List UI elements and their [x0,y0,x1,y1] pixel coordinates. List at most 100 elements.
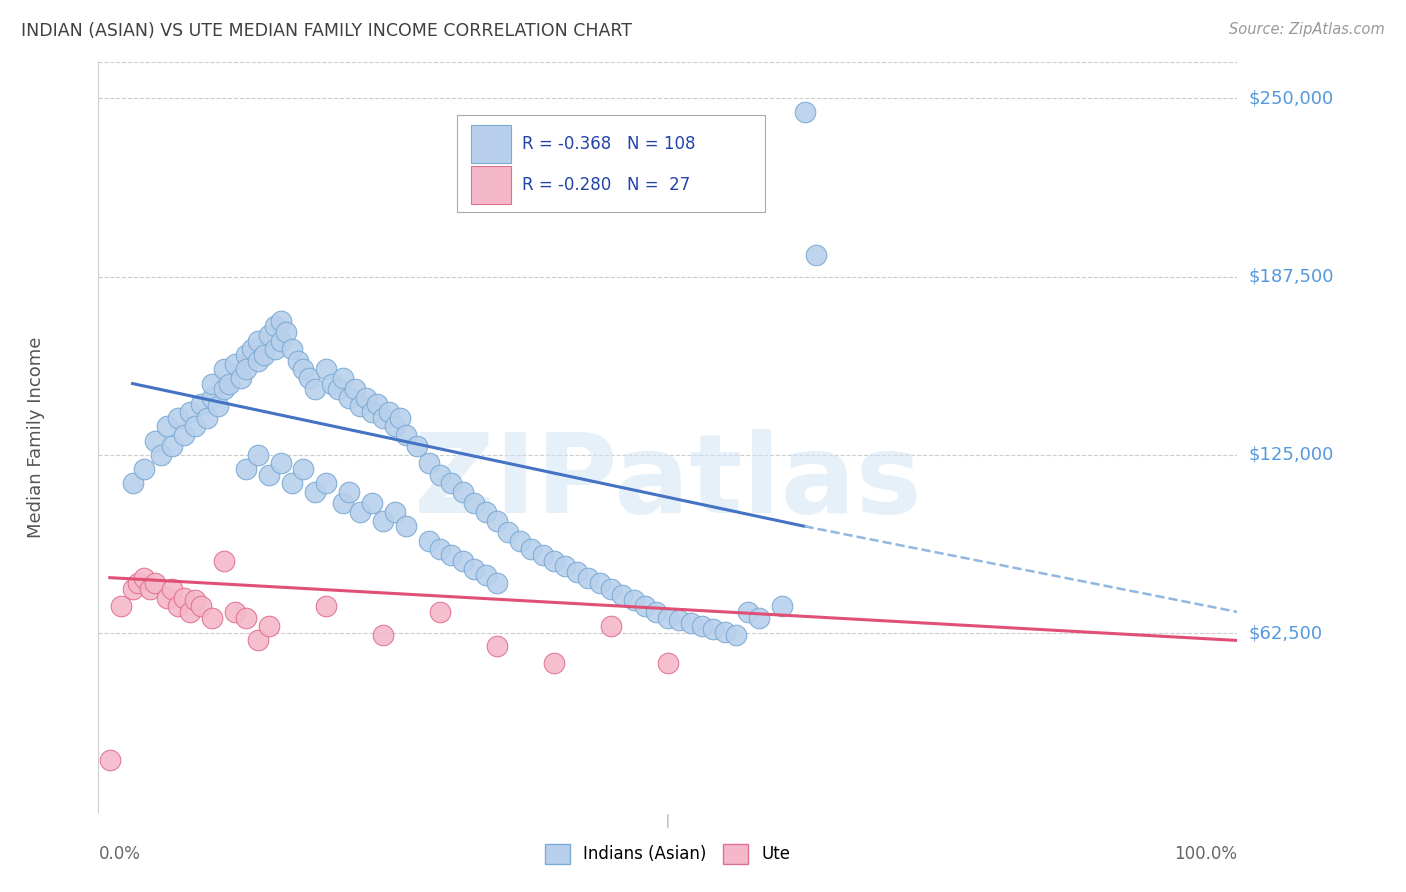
Point [384,505,406,519]
Point [366,396,388,410]
Point [235,462,257,476]
FancyBboxPatch shape [471,126,510,163]
Point [349,400,371,414]
Point [804,248,827,262]
Point [429,605,451,619]
Text: Median Family Income: Median Family Income [27,336,45,538]
Point [486,576,509,591]
Point [212,382,235,396]
Point [138,582,160,596]
Point [201,391,224,405]
Point [565,565,588,579]
Point [406,439,429,453]
Point [349,505,371,519]
Point [389,410,412,425]
Point [474,505,496,519]
Text: $187,500: $187,500 [1249,268,1334,285]
Point [287,353,309,368]
Point [600,619,623,633]
Point [554,559,576,574]
Point [201,610,224,624]
Point [270,457,292,471]
Point [132,571,155,585]
Point [679,616,702,631]
Point [576,571,599,585]
Point [167,410,190,425]
Point [145,434,167,448]
Point [474,567,496,582]
Point [270,314,292,328]
Point [235,610,257,624]
Point [121,582,143,596]
Point [588,576,610,591]
Point [252,348,274,362]
Point [371,410,394,425]
Point [110,599,132,614]
Point [360,496,382,510]
Point [98,753,121,767]
Point [315,599,337,614]
Point [418,533,440,548]
Point [246,353,269,368]
Point [463,496,485,510]
Text: 0.0%: 0.0% [98,846,141,863]
Point [690,619,713,633]
Point [246,633,269,648]
Point [229,371,252,385]
Point [463,562,485,576]
Point [162,439,184,453]
Point [737,605,759,619]
Point [224,605,246,619]
Legend: Indians (Asian), Ute: Indians (Asian), Ute [538,838,797,871]
Point [337,485,360,500]
Point [315,362,337,376]
Point [714,624,737,639]
Point [509,533,531,548]
Point [281,343,304,357]
Point [156,591,179,605]
Point [657,610,679,624]
Text: 100.0%: 100.0% [1174,846,1237,863]
Point [173,591,195,605]
Point [281,476,304,491]
Point [315,476,337,491]
Point [418,457,440,471]
Point [440,548,463,562]
Point [668,614,690,628]
Point [332,496,354,510]
Point [127,576,149,591]
FancyBboxPatch shape [457,115,765,212]
Point [486,639,509,653]
Point [623,593,645,607]
Point [371,514,394,528]
Point [259,328,281,343]
Point [770,599,793,614]
Point [145,576,167,591]
Point [150,448,173,462]
Point [354,391,377,405]
Point [218,376,240,391]
Point [337,391,360,405]
Point [748,610,770,624]
Point [276,325,298,339]
FancyBboxPatch shape [471,166,510,203]
Point [384,419,406,434]
Point [162,582,184,596]
Point [132,462,155,476]
Point [543,553,565,567]
Point [498,524,520,539]
Point [326,382,349,396]
Point [195,410,218,425]
Point [259,467,281,482]
Point [246,334,269,348]
Point [298,371,321,385]
Point [240,343,263,357]
Text: R = -0.368   N = 108: R = -0.368 N = 108 [522,135,696,153]
Point [395,519,418,533]
Point [378,405,401,419]
Point [612,588,634,602]
Point [121,476,143,491]
Point [184,419,207,434]
Text: Source: ZipAtlas.com: Source: ZipAtlas.com [1229,22,1385,37]
Point [531,548,554,562]
